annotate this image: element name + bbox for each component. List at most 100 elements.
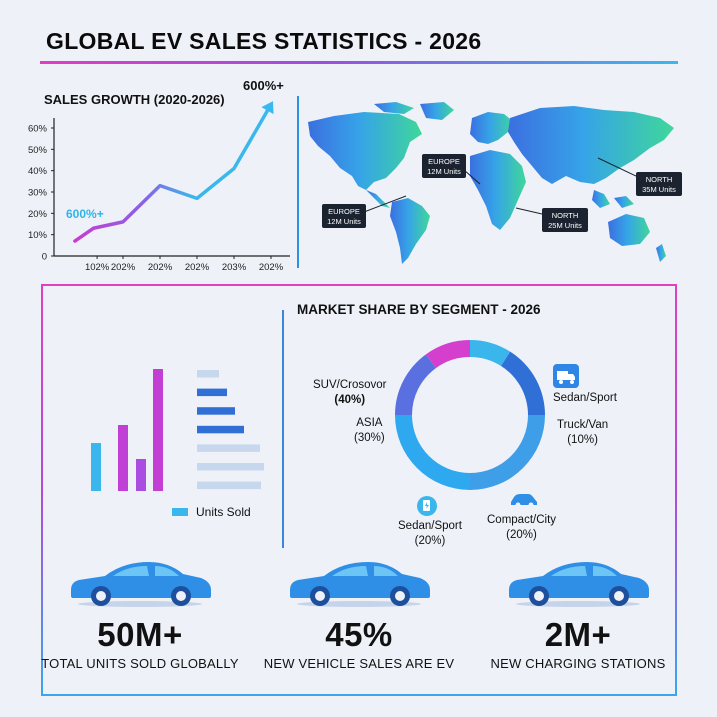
world-map: EUROPE 12M Units EUROPE 12M Units NORTH … <box>308 102 682 264</box>
legend-label: Units Sold <box>196 505 251 519</box>
units-bar-horizontal <box>197 388 227 397</box>
units-bar-vertical <box>118 425 128 491</box>
continent-south-america <box>390 198 430 264</box>
continent-islands <box>614 196 634 208</box>
units-bar-horizontal <box>197 370 219 378</box>
label-asia-name: ASIA <box>356 417 383 429</box>
units-bar-horizontal <box>197 425 244 434</box>
callout-3-line2: 25M Units <box>548 221 582 230</box>
continent-africa <box>470 150 526 230</box>
growth-series-line <box>73 102 273 243</box>
label-suv-pct: (40%) <box>334 394 366 406</box>
growth-side-label: 600%+ <box>66 207 104 221</box>
units-bar-horizontal <box>197 463 264 471</box>
callout-4-line2: 35M Units <box>642 185 676 194</box>
y-tick-label: 0 <box>42 252 47 263</box>
continent-greenland-west <box>374 102 414 114</box>
label-sedan-bottom-pct: (20%) <box>414 535 446 547</box>
car-icon <box>509 562 649 607</box>
legend-swatch <box>172 508 188 516</box>
label-asia: ASIA (30%) <box>354 416 385 446</box>
donut-slice <box>395 354 436 415</box>
units-legend: Units Sold <box>172 505 251 519</box>
callout-1-line2: 12M Units <box>327 217 361 226</box>
panel-divider <box>282 310 284 548</box>
continent-australia <box>608 214 650 246</box>
label-asia-pct: (30%) <box>354 432 385 444</box>
map-callout: EUROPE 12M Units <box>422 154 481 185</box>
units-bar-horizontal <box>197 407 235 415</box>
continent-greenland <box>420 102 454 120</box>
callout-2-line1: EUROPE <box>428 157 460 166</box>
x-tick-label: 202% <box>111 262 136 273</box>
stat-value: 45% <box>325 616 393 653</box>
callout-1-line1: EUROPE <box>328 207 360 216</box>
callout-4-line1: NORTH <box>646 175 673 184</box>
units-bar-vertical <box>136 459 146 491</box>
x-tick-label: 202% <box>185 262 210 273</box>
label-sedan-bottom: Sedan/Sport (20%) <box>398 519 462 549</box>
callout-3-line1: NORTH <box>552 211 579 220</box>
y-tick-label: 30% <box>28 188 48 199</box>
label-sedan-bottom-name: Sedan/Sport <box>398 520 462 532</box>
label-suv-name: SUV/Crosovor <box>313 379 387 391</box>
continents <box>308 102 674 264</box>
stat-value: 50M+ <box>97 616 183 653</box>
car-icon <box>290 562 430 607</box>
label-compact-pct: (20%) <box>506 529 537 541</box>
units-sold-bar-chart <box>91 369 264 491</box>
donut-slice <box>501 351 545 415</box>
y-tick-label: 50% <box>28 145 48 156</box>
label-compact: Compact/City (20%) <box>487 513 556 543</box>
label-truck-name: Truck/Van <box>557 419 609 431</box>
stat-ev-share: 45% NEW VEHICLE SALES ARE EV <box>244 556 474 671</box>
map-callout: NORTH 25M Units <box>515 207 588 232</box>
page-title: GLOBAL EV SALES STATISTICS - 2026 <box>46 28 482 54</box>
units-bar-horizontal <box>197 444 260 452</box>
continent-north-america <box>308 112 422 190</box>
truck-icon <box>553 364 579 388</box>
x-tick-label: 102% <box>85 262 110 273</box>
x-tick-label: 202% <box>148 262 173 273</box>
label-compact-name: Compact/City <box>487 514 557 526</box>
charger-icon <box>417 496 437 516</box>
growth-chart-title: SALES GROWTH (2020-2026) <box>44 92 225 107</box>
label-sedan-right: Sedan/Sport <box>553 392 617 404</box>
y-tick-label: 10% <box>28 230 48 241</box>
label-suv: SUV/Crosovor (40%) <box>313 378 387 408</box>
y-tick-label: 20% <box>28 209 48 220</box>
donut-slice <box>395 415 470 490</box>
market-panel <box>41 284 677 696</box>
y-tick-label: 40% <box>28 166 48 177</box>
continent-indonesia <box>592 190 610 208</box>
title-underline <box>40 61 678 64</box>
callout-2-line2: 12M Units <box>427 167 461 176</box>
donut-slice <box>470 340 511 367</box>
label-truck-pct: (10%) <box>567 434 598 446</box>
x-tick-label: 203% <box>222 262 247 273</box>
stat-total-units: 50M+ TOTAL UNITS SOLD GLOBALLY <box>25 556 255 671</box>
section-divider <box>297 96 299 268</box>
car-icon <box>71 562 211 607</box>
growth-line-chart: 010%20%30%40%50%60%102% 202% 202% 202% 203% 2… <box>28 78 290 273</box>
donut-slice <box>425 340 470 369</box>
segment-donut-chart <box>395 340 545 490</box>
donut-slice <box>470 415 545 490</box>
units-bar-horizontal <box>197 481 261 490</box>
continent-central-america <box>366 190 390 208</box>
stat-caption: TOTAL UNITS SOLD GLOBALLY <box>41 656 239 671</box>
map-callout: EUROPE 12M Units <box>322 195 407 228</box>
stat-charging: 2M+ NEW CHARGING STATIONS <box>463 556 693 671</box>
car-icon <box>511 494 537 508</box>
y-tick-label: 60% <box>28 124 48 135</box>
segment-chart-title: MARKET SHARE BY SEGMENT - 2026 <box>297 302 541 317</box>
x-tick-label: 202% <box>259 262 284 273</box>
continent-europe <box>470 112 514 144</box>
stat-value: 2M+ <box>544 616 612 653</box>
continent-asia <box>508 106 674 184</box>
units-bar-vertical <box>153 369 163 491</box>
growth-arrowhead <box>261 101 274 115</box>
map-callout: NORTH 35M Units <box>597 157 682 196</box>
continent-new-zealand <box>656 244 666 262</box>
label-truck: Truck/Van (10%) <box>557 418 608 448</box>
